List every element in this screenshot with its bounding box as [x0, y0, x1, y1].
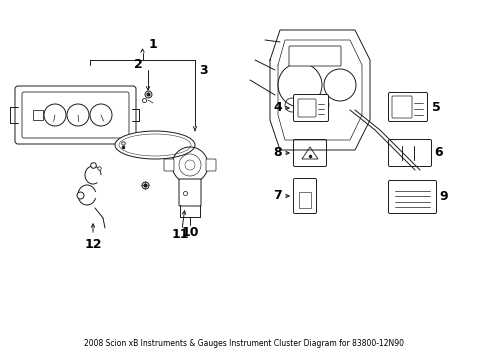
Ellipse shape	[119, 134, 191, 156]
FancyBboxPatch shape	[205, 159, 216, 171]
FancyBboxPatch shape	[387, 93, 427, 121]
Text: 2: 2	[133, 58, 142, 72]
Bar	[33, 110, 43, 120]
Text: 3: 3	[199, 63, 208, 77]
FancyBboxPatch shape	[298, 192, 310, 208]
FancyBboxPatch shape	[391, 96, 411, 118]
FancyBboxPatch shape	[293, 94, 328, 121]
FancyBboxPatch shape	[15, 86, 136, 144]
Text: 9: 9	[439, 190, 447, 203]
FancyBboxPatch shape	[163, 159, 174, 171]
Text: 10: 10	[181, 226, 198, 239]
Text: 7: 7	[273, 189, 282, 202]
Text: 12: 12	[84, 238, 102, 252]
Text: 6: 6	[434, 147, 443, 159]
Ellipse shape	[115, 131, 195, 159]
Text: 4: 4	[273, 102, 282, 114]
FancyBboxPatch shape	[387, 139, 430, 166]
FancyBboxPatch shape	[293, 179, 316, 213]
FancyBboxPatch shape	[297, 99, 315, 117]
FancyBboxPatch shape	[22, 92, 129, 138]
FancyBboxPatch shape	[387, 180, 436, 213]
Text: 8: 8	[273, 147, 282, 159]
Text: 11: 11	[171, 229, 188, 242]
Text: 5: 5	[431, 102, 440, 114]
FancyBboxPatch shape	[293, 139, 326, 166]
Text: 1: 1	[148, 39, 157, 51]
FancyBboxPatch shape	[179, 179, 201, 206]
Text: 2008 Scion xB Instruments & Gauges Instrument Cluster Diagram for 83800-12N90: 2008 Scion xB Instruments & Gauges Instr…	[84, 339, 403, 348]
FancyBboxPatch shape	[288, 46, 340, 66]
